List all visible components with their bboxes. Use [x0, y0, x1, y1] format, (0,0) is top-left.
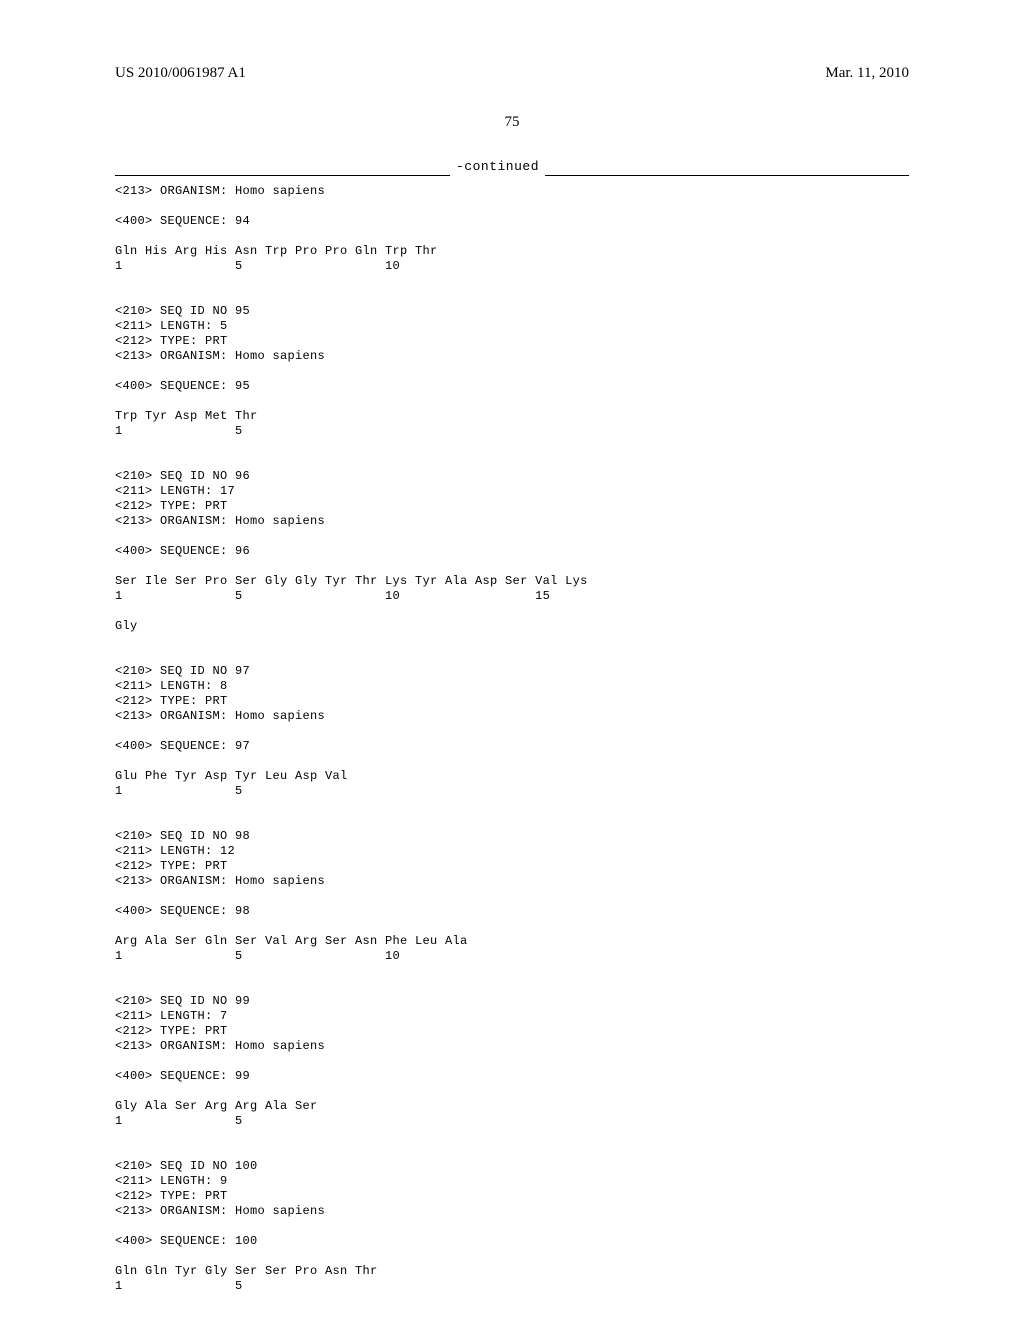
page-header: US 2010/0061987 A1 Mar. 11, 2010	[115, 65, 909, 82]
publication-number: US 2010/0061987 A1	[115, 65, 246, 82]
sequence-listing: <213> ORGANISM: Homo sapiens <400> SEQUE…	[115, 178, 909, 1294]
publication-date: Mar. 11, 2010	[825, 65, 909, 82]
continued-label: -continued	[450, 159, 545, 176]
continued-divider: -continued	[115, 159, 909, 176]
page-number: 75	[115, 114, 909, 131]
